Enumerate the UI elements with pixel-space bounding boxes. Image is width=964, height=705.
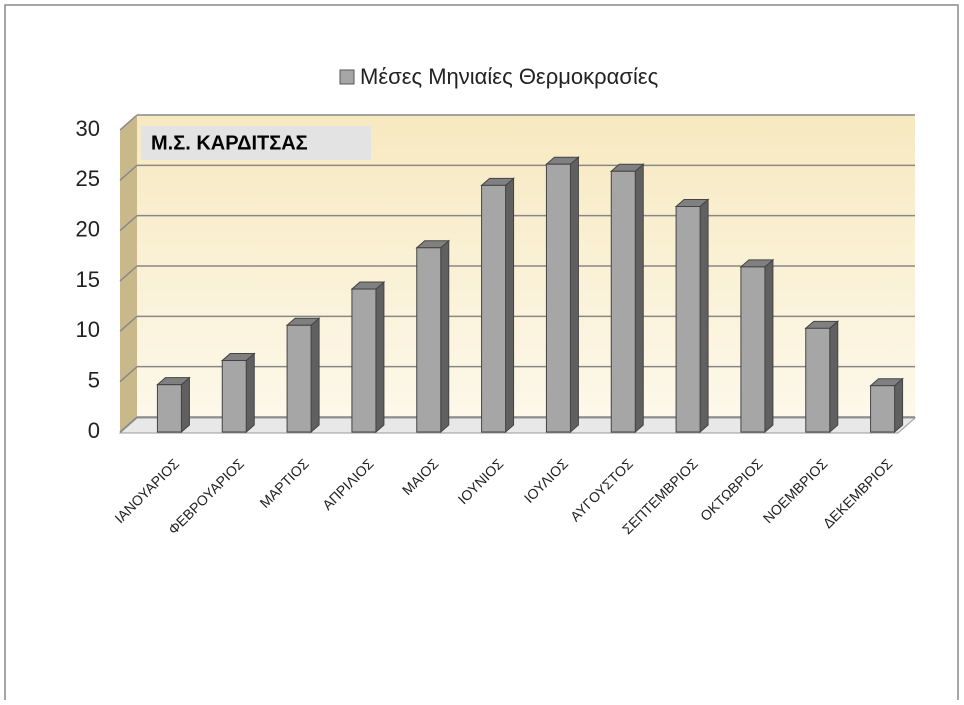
bar-front xyxy=(156,384,182,433)
bar-front xyxy=(740,266,766,433)
bar-front xyxy=(545,163,571,433)
grid-line-side xyxy=(119,215,138,232)
bar xyxy=(804,320,840,434)
grid-line-side xyxy=(119,114,138,131)
bar-side xyxy=(634,163,644,434)
bar-side xyxy=(180,376,190,434)
bar xyxy=(350,280,386,434)
bar-side xyxy=(829,320,839,434)
grid-line-side xyxy=(119,164,138,181)
bar xyxy=(869,377,904,434)
bar-front xyxy=(481,184,507,433)
bar-side xyxy=(764,258,774,434)
bar-front xyxy=(805,327,831,433)
bar-side xyxy=(894,377,904,434)
y-tick-label: 5 xyxy=(88,367,100,392)
bar-side xyxy=(440,239,450,434)
legend-label: Μέσες Μηνιαίες Θερμοκρασίες xyxy=(360,64,658,89)
grid-line-side xyxy=(119,265,138,282)
bar xyxy=(609,163,645,434)
grid-line-side xyxy=(119,416,138,433)
y-tick-label: 30 xyxy=(76,116,100,141)
bar-side xyxy=(569,156,579,434)
bar-front xyxy=(870,385,896,433)
bar-front xyxy=(675,206,701,433)
y-tick-label: 10 xyxy=(76,317,100,342)
bar-side xyxy=(310,317,320,434)
y-tick-label: 15 xyxy=(76,267,100,292)
bar xyxy=(480,177,515,434)
bar-front xyxy=(221,360,247,433)
bar xyxy=(739,258,775,434)
grid-line-side xyxy=(119,366,138,383)
y-tick-label: 0 xyxy=(88,418,100,443)
legend-swatch xyxy=(339,69,355,85)
bar-front xyxy=(416,247,442,433)
bar-side xyxy=(505,177,515,434)
grid-line-side xyxy=(119,315,138,332)
annotation: Μ.Σ. ΚΑΡΔΙΤΣΑΣ xyxy=(151,132,308,154)
bar-front xyxy=(610,170,636,433)
bar-side xyxy=(245,352,255,434)
y-tick-label: 20 xyxy=(76,216,100,241)
bar-side xyxy=(699,198,709,434)
bar xyxy=(545,156,580,434)
bar xyxy=(415,239,451,434)
bar xyxy=(220,352,256,434)
bar xyxy=(674,198,710,434)
bar xyxy=(156,376,191,434)
bar-side xyxy=(375,280,385,434)
y-tick-label: 25 xyxy=(76,166,100,191)
annotation-box xyxy=(141,126,371,160)
bar xyxy=(285,317,321,434)
bar-front xyxy=(286,324,312,433)
bar-front xyxy=(351,288,377,433)
